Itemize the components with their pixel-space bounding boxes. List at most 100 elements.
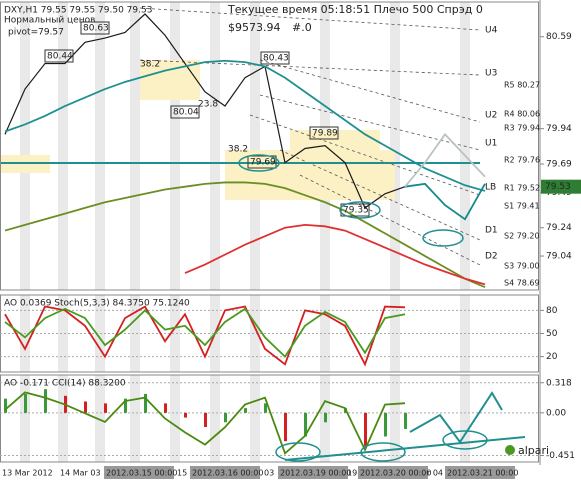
status: Текущее время 05:18:51 Плечо 500 Спрэд 0 <box>227 3 483 16</box>
channel-line <box>259 94 481 151</box>
y-tick-label: 0.318 <box>546 378 572 388</box>
price-annotation: 38.2 <box>228 145 248 155</box>
annotation-box <box>260 51 290 65</box>
session-stripe <box>58 375 68 462</box>
pivot-level: R4 80.06 <box>504 110 540 119</box>
date-highlight <box>190 466 260 479</box>
panel-header: AO -0.171 CCI(14) 88.3200 <box>4 379 126 389</box>
session-stripe <box>170 375 180 462</box>
trend-line <box>284 436 526 461</box>
ao-bar <box>264 403 267 413</box>
annotation-box <box>170 105 200 119</box>
price-annotation: 80.44 <box>47 52 73 62</box>
highlight <box>422 229 464 247</box>
session-stripe <box>130 295 140 372</box>
price-annotation: 80.43 <box>263 54 289 64</box>
y-tick-label: 80 <box>546 306 558 316</box>
panel-frame <box>0 1 539 291</box>
price-annotation: 80.04 <box>173 108 199 118</box>
session-stripe <box>250 2 260 290</box>
y-tick-label: 50 <box>546 329 558 339</box>
highlight <box>238 154 280 172</box>
ao-bar <box>124 398 127 413</box>
pivot-level: S3 79.00 <box>504 262 540 271</box>
x-tick-label: 2012.03.19 00:00 <box>280 469 351 478</box>
y-tick-label: 79.24 <box>546 223 572 233</box>
ao-bar <box>244 408 247 413</box>
session-stripe <box>250 295 260 372</box>
channel-line <box>259 59 481 123</box>
session-stripe <box>170 295 180 372</box>
ao-bar <box>4 398 7 413</box>
ao-bar <box>204 412 207 428</box>
channel-label: U1 <box>485 139 497 149</box>
session-stripe <box>20 2 30 290</box>
ao-bar <box>84 401 87 413</box>
highlight <box>275 442 321 462</box>
pivot-level: S4 78.69 <box>504 279 540 288</box>
session-stripe <box>390 375 400 462</box>
x-tick-label: 2012.03.20 00:00 <box>360 469 431 478</box>
ao-bar <box>44 389 47 413</box>
ao-bar <box>144 393 147 413</box>
x-tick-label: 2012.03.21 00:00 <box>447 469 518 478</box>
pivot-label: pivot=79.57 <box>8 28 64 38</box>
channel-line <box>279 149 481 241</box>
pivot-level: R1 79.52 <box>504 184 540 193</box>
session-stripe <box>20 375 30 462</box>
date-highlight <box>278 466 348 479</box>
session-stripe <box>130 2 140 290</box>
series-line <box>184 223 486 286</box>
order: #.0 <box>292 21 312 34</box>
logo: alpari <box>518 444 549 457</box>
panel-header: AO 0.0369 Stoch(5,3,3) 84.3750 75.1240 <box>4 299 190 309</box>
ao-bar <box>24 393 27 413</box>
pivot-level: R2 79.76 <box>504 156 540 165</box>
session-stripe <box>170 2 180 290</box>
session-stripe <box>95 375 105 462</box>
annotation-box <box>340 203 370 217</box>
fib-zone <box>140 60 200 100</box>
y-tick-label: 80.59 <box>546 32 572 42</box>
current-price-box <box>541 179 581 194</box>
balance: $9573.94 <box>228 21 281 34</box>
x-tick-label: 19 <box>347 469 357 478</box>
price-annotation: 79.35 <box>343 206 369 216</box>
ao-bar <box>224 412 227 423</box>
series-line <box>4 391 406 455</box>
series-line <box>4 307 406 359</box>
session-stripe <box>250 375 260 462</box>
series-line <box>4 13 406 209</box>
session-stripe <box>58 2 68 290</box>
channel-line <box>249 114 481 196</box>
date-highlight <box>104 466 174 479</box>
ao-bar <box>284 412 287 442</box>
ao-bar <box>404 412 407 429</box>
x-tick-label: 2012.03.16 00:00 <box>192 469 263 478</box>
channel-label: D1 <box>485 226 498 236</box>
y-tick-label: 0.00 <box>546 408 566 418</box>
session-stripe <box>390 295 400 372</box>
x-tick-label: 15 <box>177 469 187 478</box>
ao-bar <box>304 412 307 437</box>
date-highlight <box>445 466 515 479</box>
current-price: 79.53 <box>545 182 571 192</box>
date-highlight <box>358 466 428 479</box>
series-line <box>404 182 486 221</box>
price-annotation: 23.8 <box>198 100 218 110</box>
annotation-box <box>80 21 110 35</box>
subtitle: Нормальный ценов <box>4 16 95 26</box>
ao-bar <box>184 412 187 418</box>
session-stripe <box>95 2 105 290</box>
pivot-level: S1 79.41 <box>504 202 540 211</box>
session-stripe <box>460 375 470 462</box>
y-tick-label: 20 <box>546 352 558 362</box>
y-tick-label: -0.451 <box>546 451 575 461</box>
y-tick-label: 79.04 <box>546 252 572 262</box>
session-stripe <box>130 375 140 462</box>
x-tick-label: 14 Mar 03 <box>60 469 101 478</box>
pivot-level: R5 80.27 <box>504 81 540 90</box>
ao-bar <box>164 403 167 413</box>
price-annotation: 80.63 <box>83 24 109 34</box>
